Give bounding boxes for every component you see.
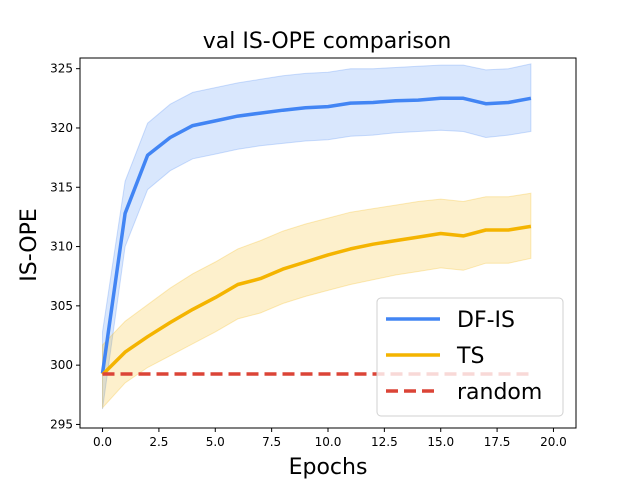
x-tick-label: 2.5 (149, 435, 168, 449)
legend-box (376, 297, 564, 417)
x-tick-label: 5.0 (206, 435, 225, 449)
y-tick-label: 295 (50, 417, 73, 431)
ts-line (101, 224, 532, 376)
y-tick-label: 325 (50, 62, 73, 76)
y-axis-ticks: 295 300 305 310 315 320 325 (50, 62, 80, 431)
x-tick-label: 15.0 (427, 435, 454, 449)
x-tick-label: 10.0 (315, 435, 342, 449)
chart-title: val IS-OPE comparison (203, 29, 452, 54)
df-is-band (102, 63, 532, 410)
x-axis-ticks: 0.0 2.5 5.0 7.5 10.0 12.5 15.0 17.5 20.0 (93, 428, 567, 449)
legend-items: DF-IS TS random (386, 308, 542, 405)
legend-label-ts: TS (456, 344, 484, 369)
y-tick-label: 310 (50, 240, 73, 254)
y-tick-label: 315 (50, 180, 73, 194)
df-is-line (100, 96, 532, 374)
x-axis-label: Epochs (289, 455, 368, 480)
y-tick-label: 305 (50, 299, 73, 313)
x-tick-label: 7.5 (262, 435, 281, 449)
x-tick-label: 12.5 (371, 435, 398, 449)
y-axis-label: IS-OPE (17, 208, 42, 282)
y-tick-label: 300 (50, 358, 73, 372)
y-tick-label: 320 (50, 121, 73, 135)
x-tick-label: 17.5 (484, 435, 511, 449)
x-tick-label: 0.0 (93, 435, 112, 449)
confidence-bands (102, 63, 532, 410)
series-lines (100, 96, 532, 376)
legend-label-random: random (457, 380, 542, 405)
legend: DF-IS TS random (376, 297, 564, 417)
legend-label-df-is: DF-IS (457, 308, 515, 333)
ts-band (102, 192, 532, 410)
x-tick-label: 20.0 (540, 435, 567, 449)
